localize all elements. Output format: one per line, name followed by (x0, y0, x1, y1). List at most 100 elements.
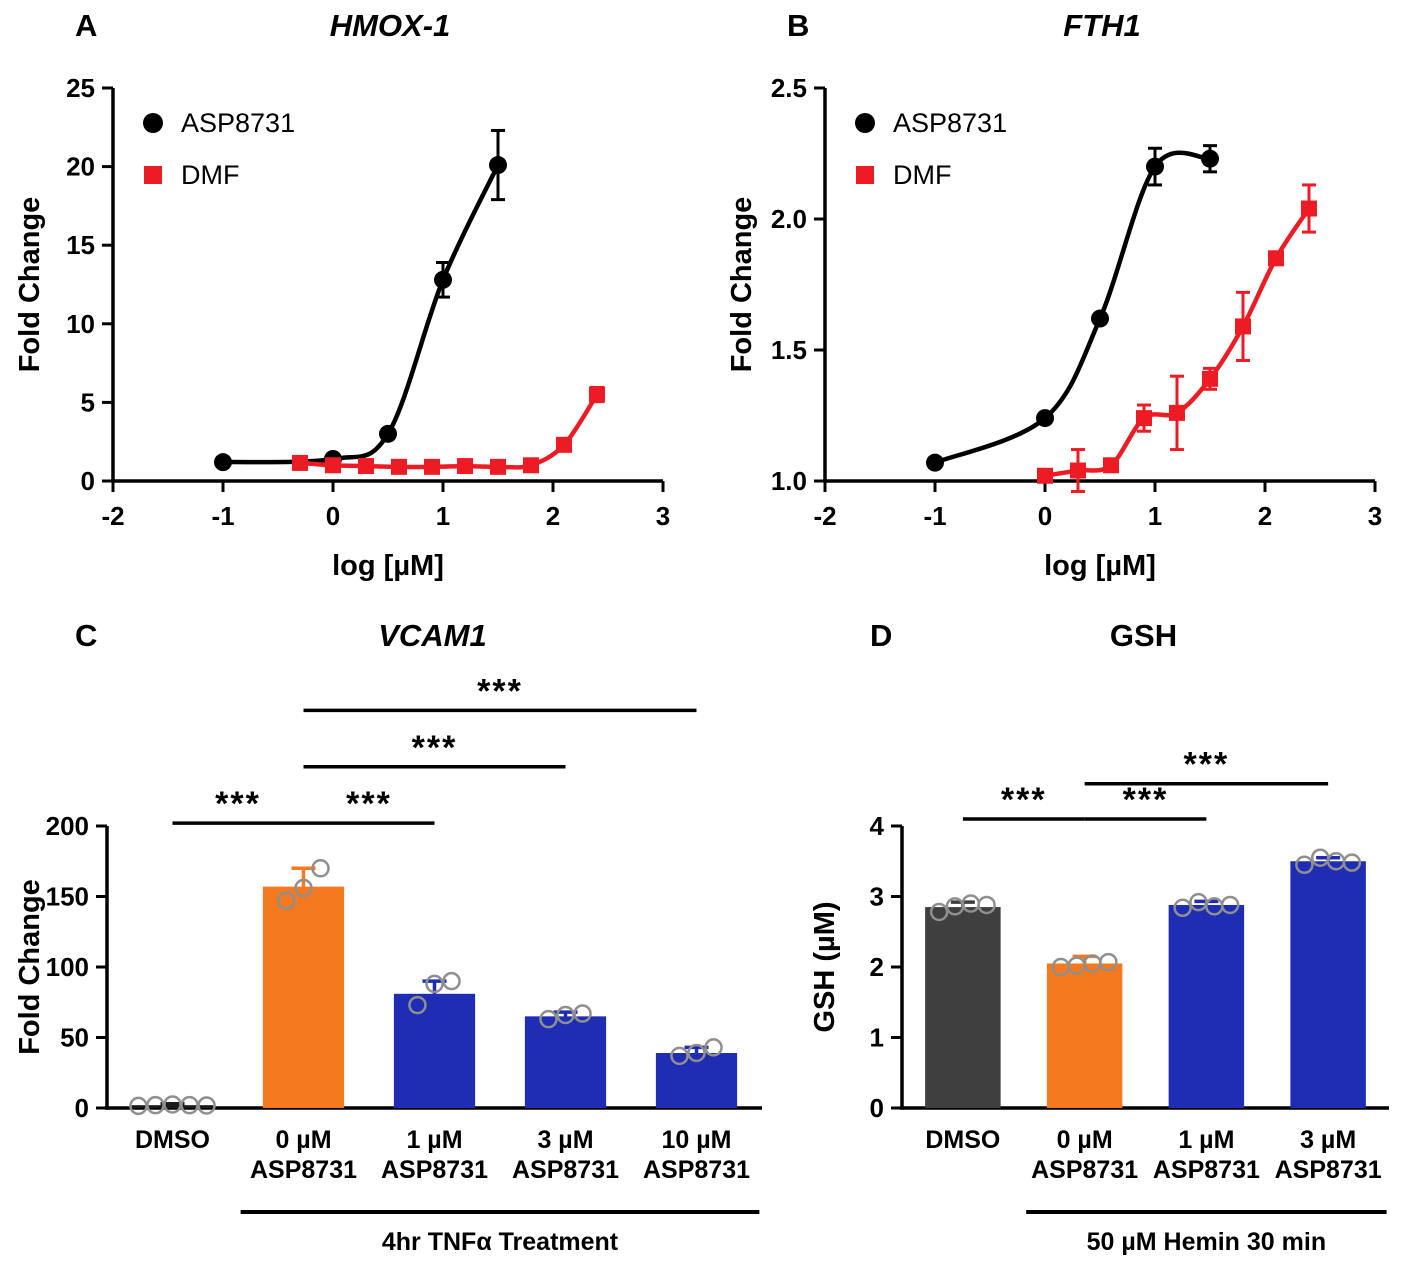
plot-area: -2 -1 0 1 2 3 0 5 10 15 20 25 log [µM] Fold Change ASP… (14, 73, 670, 582)
category-label: ASP8731 (1275, 1156, 1382, 1184)
legend-label: ASP8731 (893, 108, 1007, 138)
panel-title-hmox1: HMOX-1 (329, 8, 451, 43)
legend-marker-square (856, 166, 874, 184)
panel-label-a: A (75, 8, 98, 43)
svg-text:50: 50 (60, 1023, 89, 1053)
bar-group (524, 1004, 607, 1108)
svg-text:0: 0 (81, 466, 95, 496)
svg-text:2: 2 (870, 952, 884, 982)
panel-gsh: D GSH 0 1 2 3 4 GSH (µM) DMSO 0 µM ASP8731 1 µM AS… (800, 612, 1417, 1280)
svg-text:2.0: 2.0 (771, 204, 807, 234)
svg-text:1: 1 (1148, 501, 1162, 531)
panel-title-vcam1: VCAM1 (378, 618, 487, 653)
replicate-point (1342, 853, 1362, 872)
svg-text:5: 5 (81, 387, 95, 417)
y-axis-label: Fold Change (14, 197, 46, 373)
legend-marker-circle (855, 113, 875, 133)
svg-text:10: 10 (66, 309, 95, 339)
svg-text:-1: -1 (211, 501, 234, 531)
legend-label: DMF (181, 160, 239, 190)
plot-area: -2 -1 0 1 2 3 1.0 1.5 2.0 2.5 log [µM] Fold Change A… (726, 73, 1382, 582)
replicate-point (294, 878, 313, 898)
category-label: 10 µM (662, 1126, 732, 1154)
panel-fth1: B FTH1 -2 -1 0 1 2 3 1.0 1.5 2.0 2.5 log [µM] Fold … (717, 2, 1417, 602)
replicate-point (687, 1043, 706, 1063)
legend-label: ASP8731 (181, 108, 295, 138)
svg-text:0: 0 (326, 501, 340, 531)
svg-text:-2: -2 (101, 501, 124, 531)
panel-title-fth1: FTH1 (1063, 8, 1141, 43)
replicate-point (197, 1096, 216, 1115)
bar-group (262, 859, 345, 1108)
replicate-point (977, 895, 996, 915)
svg-text:4: 4 (870, 811, 885, 841)
series-ASP8731 (926, 144, 1219, 472)
replicate-point (311, 859, 330, 878)
category-label: ASP8731 (250, 1156, 357, 1184)
svg-text:150: 150 (46, 882, 89, 912)
svg-text:20: 20 (66, 152, 95, 182)
bar-group (1168, 892, 1245, 1108)
category-label: 0 µM (275, 1126, 331, 1154)
bar-group (925, 894, 1001, 1108)
significance-stars: *** (1123, 781, 1169, 819)
panel-label-d: D (870, 618, 893, 653)
legend-label: DMF (893, 160, 951, 190)
svg-text:200: 200 (46, 811, 89, 841)
significance-stars: *** (1001, 781, 1047, 819)
series-ASP8731 (214, 128, 507, 472)
significance-stars: *** (1184, 746, 1230, 784)
category-label: DMSO (135, 1126, 210, 1154)
replicate-point (425, 974, 444, 994)
svg-text:0: 0 (1038, 501, 1052, 531)
panel-hmox1: A HMOX-1 -2 -1 0 1 2 3 0 5 10 15 20 25 log [µM] Fold … (5, 2, 705, 602)
replicate-point (1220, 895, 1240, 915)
replicate-point (408, 995, 427, 1015)
replicate-point (1295, 855, 1314, 875)
svg-text:100: 100 (46, 952, 89, 982)
panel-vcam1: C VCAM1 0 50 100 150 200 Fold Change DMSO 0 µM A… (5, 612, 790, 1280)
svg-text:1: 1 (436, 501, 450, 531)
significance-stars: *** (346, 785, 392, 823)
category-label: ASP8731 (1031, 1156, 1138, 1184)
svg-text:1.0: 1.0 (771, 466, 807, 496)
category-label: ASP8731 (643, 1156, 750, 1184)
treatment-group-label: 4hr TNFα Treatment (382, 1228, 619, 1256)
replicate-point (929, 902, 949, 922)
significance-stars: *** (412, 729, 458, 767)
svg-text:15: 15 (66, 230, 95, 260)
treatment-group-label: 50 µM Hemin 30 min (1087, 1228, 1326, 1256)
svg-text:3: 3 (870, 882, 884, 912)
category-label: ASP8731 (512, 1156, 619, 1184)
category-label: 1 µM (406, 1126, 462, 1154)
legend-marker-square (144, 166, 162, 184)
category-label: ASP8731 (1153, 1156, 1260, 1184)
replicate-point (277, 891, 296, 910)
replicate-point (539, 1009, 558, 1029)
y-axis-label: Fold Change (14, 879, 46, 1055)
svg-text:2: 2 (546, 501, 560, 531)
svg-text:2: 2 (1258, 501, 1272, 531)
legend-marker-circle (143, 113, 163, 133)
series-DMF (292, 385, 605, 475)
significance-stars: *** (477, 672, 523, 710)
replicate-point (1099, 952, 1118, 972)
y-axis-label: GSH (µM) (809, 901, 841, 1032)
svg-text:3: 3 (1368, 501, 1382, 531)
x-axis-label: log [µM] (332, 550, 444, 582)
replicate-point (442, 971, 461, 991)
svg-text:2.5: 2.5 (771, 73, 807, 103)
svg-text:0: 0 (870, 1093, 884, 1123)
category-label: ASP8731 (381, 1156, 488, 1184)
series-DMF (1037, 183, 1317, 493)
replicate-point (1173, 898, 1192, 918)
category-label: 3 µM (1300, 1126, 1356, 1154)
svg-text:-1: -1 (923, 501, 946, 531)
bar-group (393, 971, 476, 1108)
bar-group (1290, 848, 1366, 1108)
svg-text:3: 3 (656, 501, 670, 531)
